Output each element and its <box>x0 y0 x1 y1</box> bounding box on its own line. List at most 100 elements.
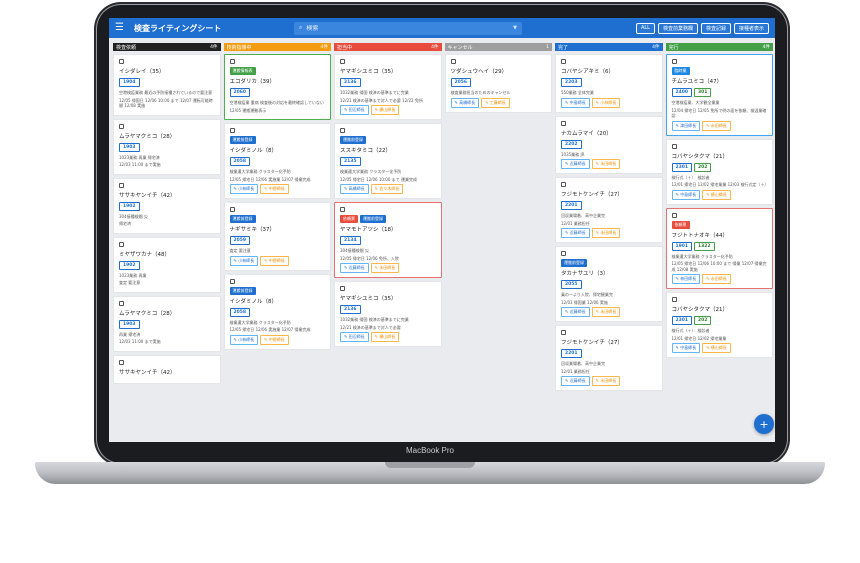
assignee-chip[interactable]: ✎ 永田師長 <box>591 307 621 317</box>
card-checkbox[interactable] <box>119 182 124 188</box>
card-checkbox[interactable] <box>450 59 456 64</box>
assignee-chip[interactable]: ✎ 小林師長 <box>229 255 259 266</box>
assignee-chip[interactable]: ✎ 永田師長 <box>591 376 621 386</box>
card-checkbox[interactable] <box>561 182 566 187</box>
status-badge: 臨時業 <box>671 67 690 75</box>
chevron-down-icon[interactable]: ▼ <box>513 25 517 31</box>
card-checkbox[interactable] <box>340 59 345 64</box>
task-card[interactable]: ツダシュウヘイ（29） 2056 検査業務担当のためのキャンセル ✎ 高橋師長 ✎ 工藤… <box>444 54 552 113</box>
card-checkbox[interactable] <box>561 120 566 126</box>
card-checkbox[interactable] <box>561 251 566 256</box>
search-input[interactable] <box>306 24 514 32</box>
card-checkbox[interactable] <box>119 123 124 129</box>
card-ids: 1902 <box>119 260 215 270</box>
card-checkbox[interactable] <box>340 128 345 133</box>
column-header: 検査依頼 4件 <box>113 43 221 51</box>
assignee-chip[interactable]: ✎ 中島師長 <box>671 343 701 353</box>
assignee-chip[interactable]: ✎ 近藤師長 <box>561 376 590 386</box>
card-checkbox[interactable] <box>671 297 677 302</box>
task-card[interactable]: イシダレイ（35） 1904 空港検疫業務 最近の予防接種されているので要注意 12/… <box>113 54 221 116</box>
card-note-secondary: 12/03 11:00 まで実施 <box>119 339 161 344</box>
assignee-chip[interactable]: ✎ 高橋師長 <box>340 184 369 194</box>
assignee-chip[interactable]: ✎ 横山師長 <box>370 332 400 342</box>
task-card[interactable]: ムラヤマクミコ（28） 1903 再業 帰宅済 12/03 11:00 まで実施 <box>113 295 221 352</box>
assignee-chip[interactable]: ✎ 横山師長 <box>702 189 731 200</box>
assignee-chip[interactable]: ✎ 中島師長 <box>561 97 590 108</box>
top-button-2[interactable]: 検査記録 <box>700 22 731 34</box>
task-card[interactable]: コバヤシタクマ（21） 2301 202 検行式（＋） 検診者 12/01 帰宅日 12… <box>665 292 773 358</box>
card-checkbox[interactable] <box>561 330 566 335</box>
card-checkbox[interactable] <box>229 59 235 64</box>
assignee-chip[interactable]: ✎ 中島師長 <box>671 189 701 200</box>
task-card[interactable]: コバヤシアキミ（6） 2203 550業務 全体完業 ✎ 中島師長 ✎ 小林師長 <box>555 54 663 113</box>
assignee-chip[interactable]: ✎ 津田師長 <box>671 120 701 131</box>
assignee-chip[interactable]: ✎ 田辺師長 <box>340 332 369 342</box>
card-checkbox[interactable] <box>119 359 124 365</box>
assignee-chip[interactable]: ✎ 工藤師長 <box>481 97 510 108</box>
id-badge: 2202 <box>561 139 582 149</box>
assignee-chip[interactable]: ✎ 高橋師長 <box>450 97 480 108</box>
assignee-chip[interactable]: ✎ 小林師長 <box>229 184 259 194</box>
card-checkbox[interactable] <box>671 143 677 149</box>
card-checkbox[interactable] <box>119 59 124 64</box>
assignee-chip[interactable]: ✎ 佐々木師長 <box>370 184 404 194</box>
task-card[interactable]: コバヤシタクマ（21） 2301 202 検行式（＋） 検診者 12/01 帰宅日 12… <box>665 138 773 205</box>
task-card[interactable]: ナカムラマイ（20） 2202 1035業務 JR ✎ 近藤師長 ✎ 永田師長 <box>555 115 663 174</box>
assignee-chip[interactable]: ✎ 永田師長 <box>591 159 621 169</box>
column-header: 担当中 4件 <box>334 43 442 51</box>
top-button-1[interactable]: 検査前業務欄 <box>657 22 698 34</box>
add-card-button[interactable]: + <box>754 414 774 434</box>
task-card[interactable]: 運搬前登録 イシダミノル（8） 2058 検業遣大学業務 クラスター化予防 12/05 … <box>223 123 331 199</box>
menu-icon[interactable]: ☰ <box>115 22 124 33</box>
search-box[interactable]: ⌕ ▼ <box>294 21 522 35</box>
top-button-3[interactable]: 接種者表示 <box>733 22 769 34</box>
assignee-chip[interactable]: ✎ 近藤師長 <box>561 307 590 317</box>
assignee-chip[interactable]: ✎ 中野師長 <box>260 184 289 194</box>
task-card[interactable]: ミヤザワカナ（48） 1902 1023業務 再業 査定 要注意 <box>113 236 221 293</box>
task-card[interactable]: ムラヤマクミコ（28） 1903 1023業務 再業 帰宅済 12/03 11:00 … <box>113 118 221 175</box>
card-checkbox[interactable] <box>229 278 235 284</box>
card-checkbox[interactable] <box>119 300 124 306</box>
task-card[interactable]: ササキヤンイチ（42） 1902 304接種検間 災帰宅済 <box>113 177 221 234</box>
task-card[interactable]: ヤマギシユミコ（35） 2136 1032業務 帰国 検済の基準までに完業 12/21… <box>334 281 442 347</box>
card-checkbox[interactable] <box>671 212 677 218</box>
card-checkbox[interactable] <box>340 286 345 291</box>
task-card[interactable]: フジモトケンイチ（27） 2201 回収業場着、高中企業完 12/01 業務担任 ✎ 近… <box>555 325 663 391</box>
task-card[interactable]: ササキヤンイチ（42） <box>113 354 221 384</box>
card-checkbox[interactable] <box>671 59 677 64</box>
assignee-chip[interactable]: ✎ 永田師長 <box>591 228 621 238</box>
assignee-chip[interactable]: ✎ 永田師長 <box>702 274 731 284</box>
assignee-chip[interactable]: ✎ 永田師長 <box>370 263 400 273</box>
task-card[interactable]: 運搬前登録 イシダミノル（8） 2058 検業遣大学業務 クラスター化予防 12/05 … <box>223 273 331 350</box>
card-checkbox[interactable] <box>229 207 235 212</box>
assignee-chip[interactable]: ✎ 近藤師長 <box>561 159 590 169</box>
task-card[interactable]: 運搬前登録 ススキタミコ（22） 2135 検業遣大学業務 クラスター化予防 12/05… <box>334 123 442 199</box>
card-checkbox[interactable] <box>119 241 124 247</box>
patient-name: ヤマギシユミコ（35） <box>340 296 397 302</box>
task-card[interactable]: ヤマギシユミコ（35） 2136 1032業務 帰国 検済の基準までに完業 12/21… <box>334 54 442 120</box>
assignee-chip[interactable]: ✎ 田辺師長 <box>340 105 369 115</box>
task-card[interactable]: 臨時業 チムラユミコ（47） 2400 301 空港検疫業、大学観全業業 12/04 帰宅… <box>665 54 773 136</box>
assignee-chip[interactable]: ✎ 永田師長 <box>702 120 731 131</box>
card-checkbox[interactable] <box>340 207 345 212</box>
card-checkbox[interactable] <box>561 59 566 64</box>
assignee-chip[interactable]: ✎ 中野師長 <box>260 334 289 345</box>
card-ids: 2134 <box>340 236 436 245</box>
assignee-chip[interactable]: ✎ 林田師長 <box>671 274 701 284</box>
assignee-chip[interactable]: ✎ 小林師長 <box>229 334 259 345</box>
task-card[interactable]: フジモトケンイチ（27） 2201 回収業場着、高中企業完 12/01 業務担任 ✎ 近… <box>555 177 663 243</box>
task-card[interactable]: 依頼票 運搬前登録 ヤマモトアツシ（18） 2134 304接種検間 災 12/05 帰宅… <box>334 202 442 278</box>
task-card[interactable]: 依頼票 フジトトナオキ（44） 1901 1322 検業遣大学業務 クラスター化予防 12… <box>665 207 773 289</box>
top-button-0[interactable]: ALL <box>635 22 655 34</box>
assignee-chip[interactable]: ✎ 近藤師長 <box>561 228 590 238</box>
assignee-chip[interactable]: ✎ 横山師長 <box>702 343 731 353</box>
task-card[interactable]: 運搬前登録 ナギサミキ（37） 2059 査定 要注意 ✎ 小林師長 ✎ 中野師長 <box>223 202 331 271</box>
card-note: 再業 帰宅済 <box>119 331 141 337</box>
assignee-chip[interactable]: ✎ 小林師長 <box>591 97 621 108</box>
task-card[interactable]: 運搬前登録 タカナサユリ（3） 2055 乗の一より入院、帰宅観業完 12/03 帰国業… <box>555 246 663 322</box>
assignee-chip[interactable]: ✎ 近藤師長 <box>340 263 369 273</box>
assignee-chip[interactable]: ✎ 横山師長 <box>370 105 400 115</box>
task-card[interactable]: 運搬情報表 エコダリカ（39） 2060 空港検疫業 重病 検査後の対応を最終確認して… <box>223 54 331 120</box>
assignee-chip[interactable]: ✎ 中野師長 <box>260 255 289 266</box>
card-checkbox[interactable] <box>229 128 235 133</box>
